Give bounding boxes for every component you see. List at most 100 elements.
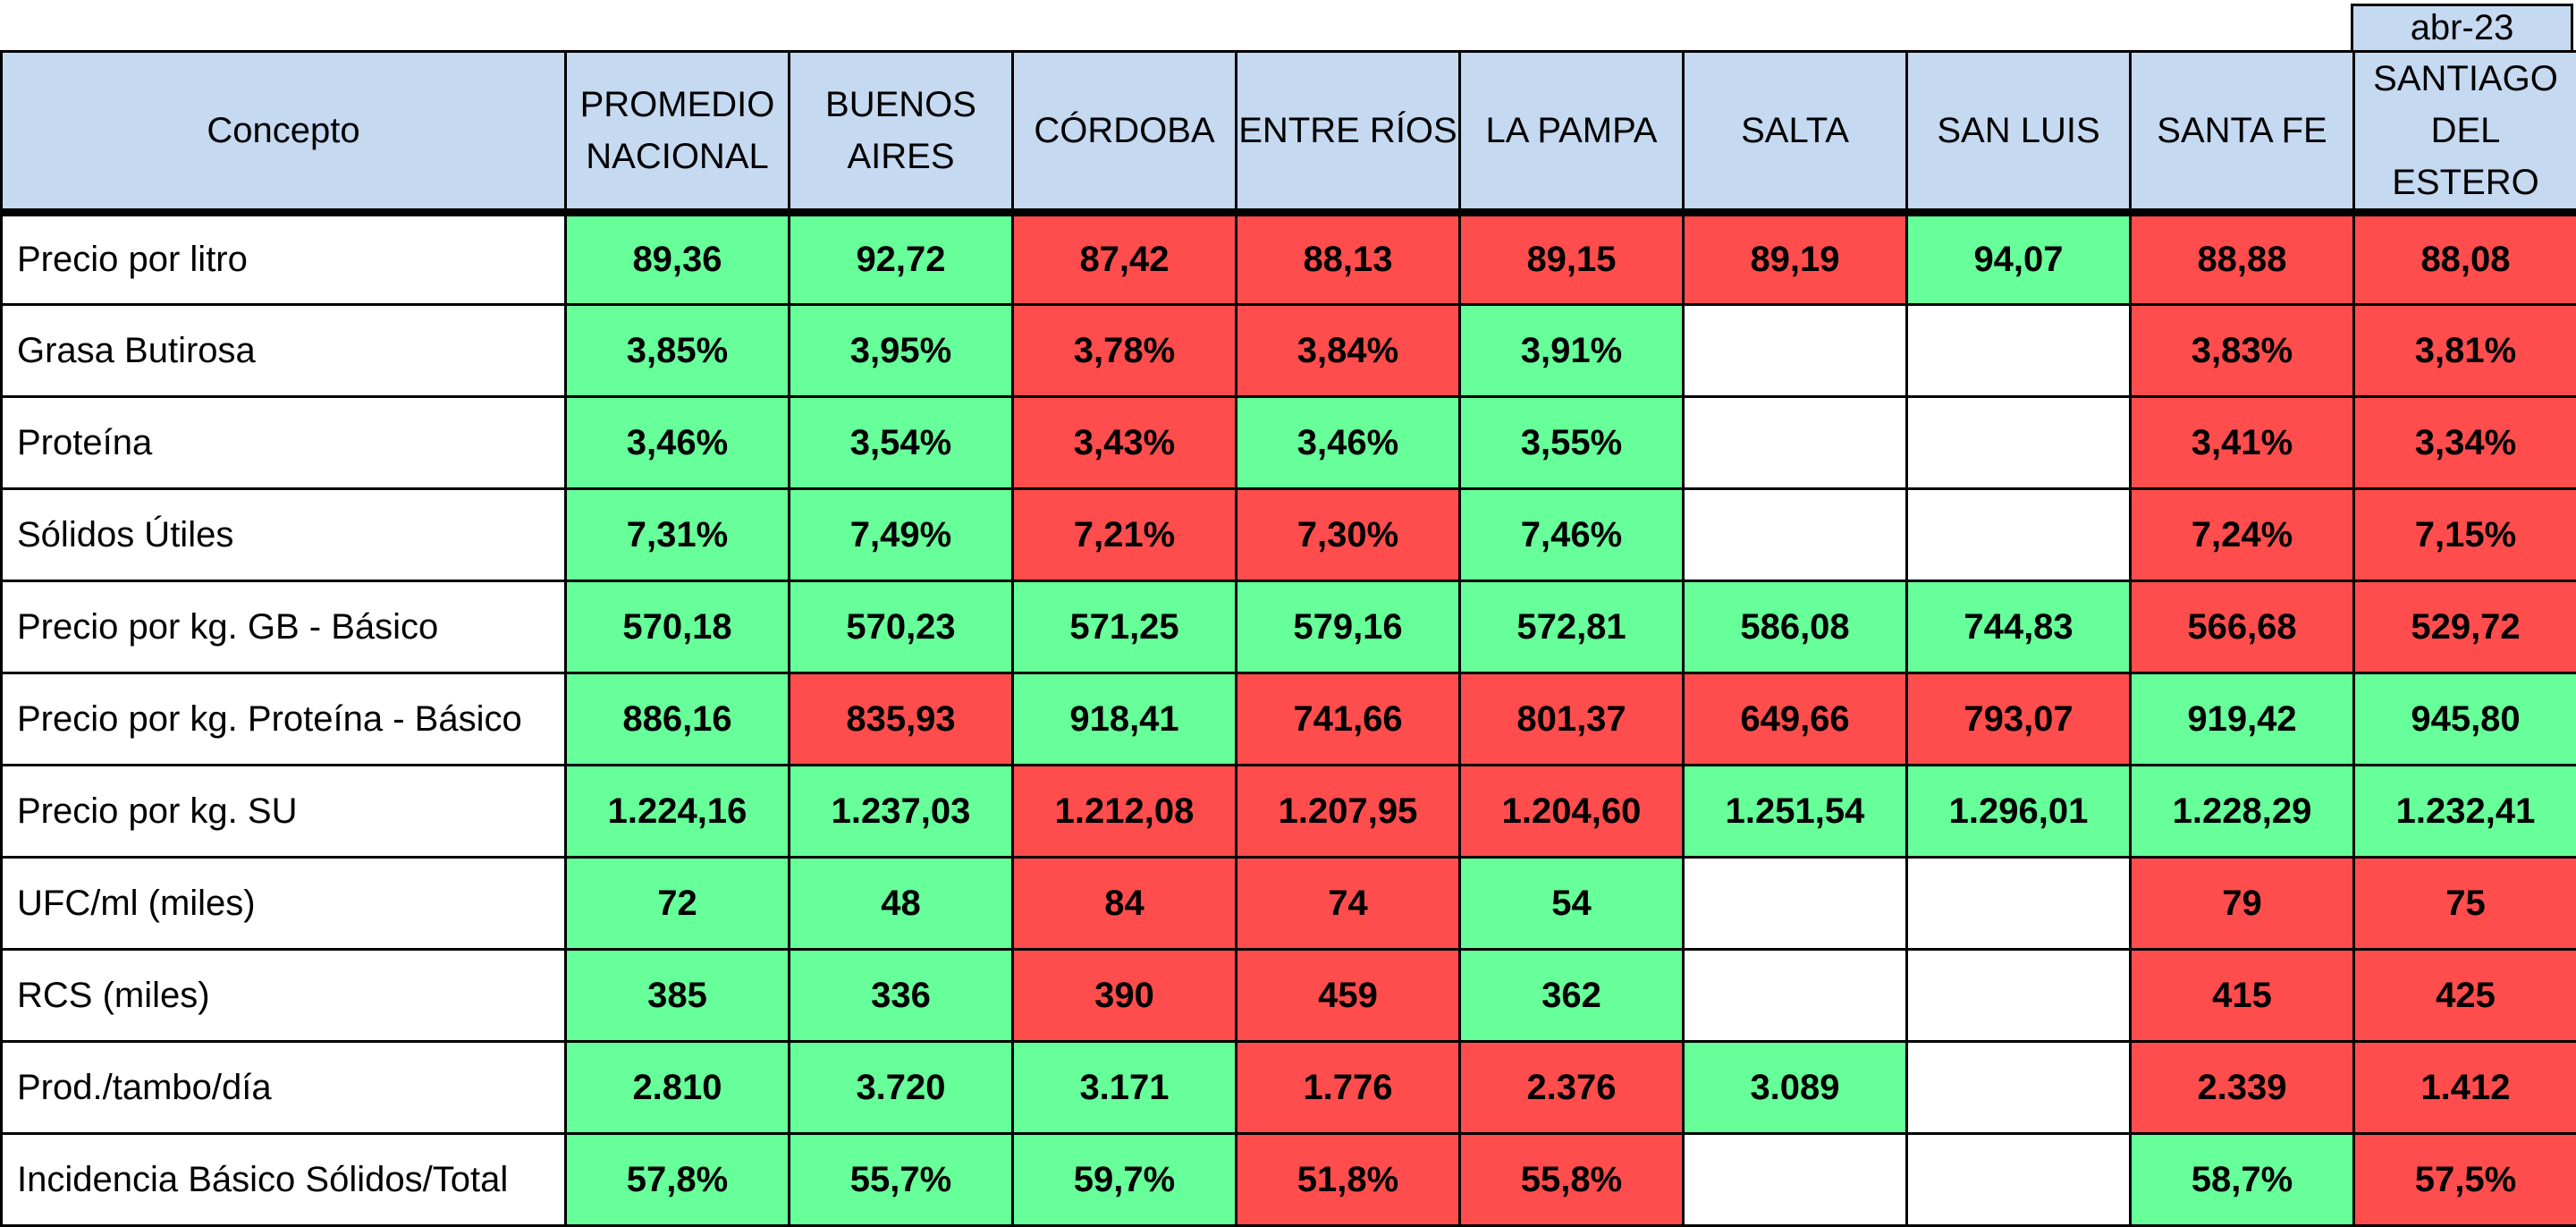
row-label: Sólidos Útiles	[2, 489, 566, 581]
row-label: Incidencia Básico Sólidos/Total	[2, 1134, 566, 1226]
value-cell: 835,93	[790, 673, 1013, 766]
value-cell: 385	[566, 950, 790, 1042]
column-header-line: CÓRDOBA	[1014, 105, 1235, 157]
period-label: abr-23	[2351, 4, 2573, 50]
value-cell	[1907, 858, 2131, 950]
value-cell	[1907, 950, 2131, 1042]
value-cell: 54	[1460, 858, 1684, 950]
column-header-line: PROMEDIO	[567, 79, 788, 131]
value-cell: 57,8%	[566, 1134, 790, 1226]
value-cell: 94,07	[1907, 213, 2131, 305]
value-cell	[1907, 1134, 2131, 1226]
value-cell: 529,72	[2354, 581, 2576, 673]
value-cell	[1684, 489, 1907, 581]
value-cell: 1.224,16	[566, 766, 790, 858]
column-header-line: SAN LUIS	[1908, 105, 2129, 157]
value-cell: 2.376	[1460, 1042, 1684, 1134]
value-cell: 886,16	[566, 673, 790, 766]
value-cell: 918,41	[1013, 673, 1237, 766]
value-cell	[1907, 1042, 2131, 1134]
value-cell: 7,31%	[566, 489, 790, 581]
column-header-line: SANTIAGO	[2355, 53, 2576, 105]
value-cell: 79	[2131, 858, 2354, 950]
column-header-line: BUENOS	[790, 79, 1011, 131]
value-cell: 570,23	[790, 581, 1013, 673]
value-cell: 919,42	[2131, 673, 2354, 766]
value-cell: 3,34%	[2354, 397, 2576, 489]
value-cell: 1.204,60	[1460, 766, 1684, 858]
value-cell	[1907, 489, 2131, 581]
value-cell: 1.412	[2354, 1042, 2576, 1134]
value-cell: 1.212,08	[1013, 766, 1237, 858]
value-cell: 801,37	[1460, 673, 1684, 766]
value-cell	[1907, 305, 2131, 397]
value-cell: 7,46%	[1460, 489, 1684, 581]
value-cell: 572,81	[1460, 581, 1684, 673]
value-cell: 88,88	[2131, 213, 2354, 305]
value-cell: 55,7%	[790, 1134, 1013, 1226]
value-cell: 3,91%	[1460, 305, 1684, 397]
value-cell: 1.237,03	[790, 766, 1013, 858]
value-cell: 88,13	[1237, 213, 1460, 305]
column-header: CÓRDOBA	[1013, 52, 1237, 213]
value-cell: 3.720	[790, 1042, 1013, 1134]
row-label: RCS (miles)	[2, 950, 566, 1042]
value-cell: 3,85%	[566, 305, 790, 397]
value-cell: 3.089	[1684, 1042, 1907, 1134]
value-cell	[1684, 397, 1907, 489]
value-cell: 59,7%	[1013, 1134, 1237, 1226]
value-cell: 1.232,41	[2354, 766, 2576, 858]
value-cell: 3,83%	[2131, 305, 2354, 397]
row-label: Precio por kg. GB - Básico	[2, 581, 566, 673]
row-label: Precio por kg. Proteína - Básico	[2, 673, 566, 766]
value-cell: 579,16	[1237, 581, 1460, 673]
value-cell: 55,8%	[1460, 1134, 1684, 1226]
value-cell	[1907, 397, 2131, 489]
value-cell: 74	[1237, 858, 1460, 950]
value-cell: 88,08	[2354, 213, 2576, 305]
column-header: SALTA	[1684, 52, 1907, 213]
row-label: Proteína	[2, 397, 566, 489]
value-cell: 72	[566, 858, 790, 950]
value-cell: 7,49%	[790, 489, 1013, 581]
value-cell: 1.228,29	[2131, 766, 2354, 858]
value-cell: 3,43%	[1013, 397, 1237, 489]
value-cell: 3,54%	[790, 397, 1013, 489]
value-cell: 459	[1237, 950, 1460, 1042]
value-cell: 2.810	[566, 1042, 790, 1134]
column-header-line: ENTRE RÍOS	[1237, 105, 1458, 157]
value-cell: 7,30%	[1237, 489, 1460, 581]
row-label: Prod./tambo/día	[2, 1042, 566, 1134]
value-cell: 89,19	[1684, 213, 1907, 305]
value-cell: 741,66	[1237, 673, 1460, 766]
value-cell: 51,8%	[1237, 1134, 1460, 1226]
row-label: Precio por kg. SU	[2, 766, 566, 858]
value-cell: 92,72	[790, 213, 1013, 305]
value-cell: 793,07	[1907, 673, 2131, 766]
value-cell: 89,15	[1460, 213, 1684, 305]
value-cell: 3,41%	[2131, 397, 2354, 489]
value-cell: 570,18	[566, 581, 790, 673]
value-cell: 3,78%	[1013, 305, 1237, 397]
value-cell: 744,83	[1907, 581, 2131, 673]
value-cell: 3,46%	[566, 397, 790, 489]
value-cell: 571,25	[1013, 581, 1237, 673]
value-cell: 3,84%	[1237, 305, 1460, 397]
column-header-line: SANTA FE	[2132, 105, 2352, 157]
value-cell	[1684, 858, 1907, 950]
value-cell: 3,81%	[2354, 305, 2576, 397]
value-cell: 425	[2354, 950, 2576, 1042]
column-header: ENTRE RÍOS	[1237, 52, 1460, 213]
value-cell: 48	[790, 858, 1013, 950]
